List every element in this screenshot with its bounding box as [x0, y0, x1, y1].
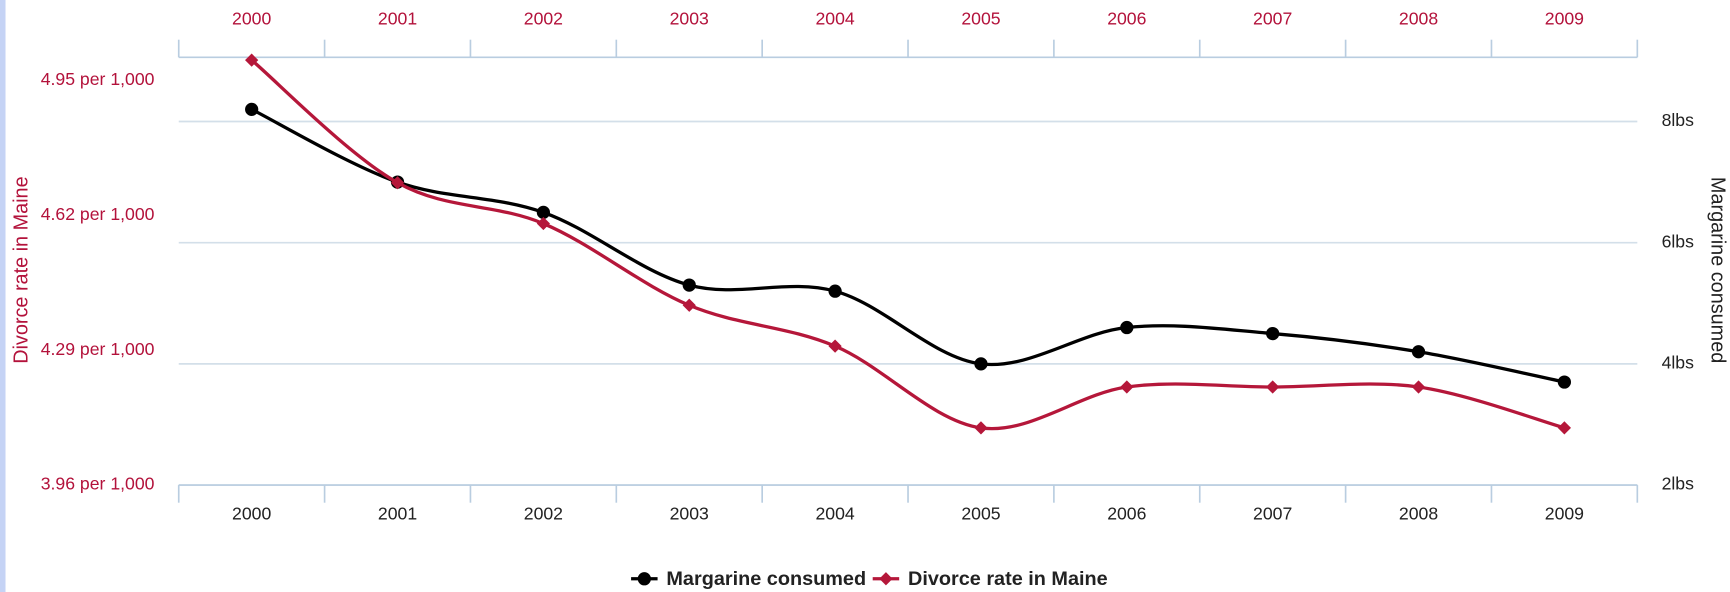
data-point — [974, 357, 988, 371]
y-axis-label: Divorce rate in Maine — [10, 176, 32, 363]
y2-axis-label: Margarine consumed — [1707, 177, 1729, 363]
series-line — [250, 107, 1565, 384]
x-tick-label: 2009 — [1545, 503, 1584, 523]
data-point — [682, 298, 696, 312]
data-point — [245, 102, 259, 116]
x-tick-label: 2008 — [1399, 503, 1438, 523]
data-point — [828, 339, 842, 353]
x-tick-label: 2002 — [524, 503, 563, 523]
y-tick-label: 3.96 per 1,000 — [41, 474, 155, 494]
data-point — [390, 176, 405, 190]
x2-tick-label: 2003 — [670, 9, 709, 29]
y-tick-label: 4.62 per 1,000 — [41, 204, 155, 224]
x-tick-label: 2007 — [1253, 503, 1292, 523]
x-tick-label: 2003 — [670, 503, 709, 523]
data-point — [1557, 375, 1572, 389]
data-point — [1266, 380, 1280, 394]
data-point — [682, 278, 696, 292]
x2-tick-label: 2007 — [1253, 9, 1292, 29]
legend: Margarine consumed Divorce rate in Maine — [631, 568, 1108, 590]
x2-tick-label: 2002 — [524, 9, 563, 29]
data-point — [974, 421, 988, 435]
data-point — [1557, 421, 1572, 435]
y2-tick-label: 8lbs — [1662, 110, 1695, 130]
side-strip — [0, 0, 6, 592]
x2-tick-label: 2006 — [1107, 9, 1146, 29]
x-tick-label: 2001 — [378, 503, 417, 523]
x-tick-label: 2005 — [961, 503, 1000, 523]
series-line — [250, 58, 1565, 431]
x2-tick-label: 2009 — [1545, 9, 1584, 29]
data-point — [1411, 345, 1426, 359]
y-tick-label: 4.95 per 1,000 — [41, 69, 155, 89]
data-point — [1411, 380, 1426, 394]
y2-tick-label: 4lbs — [1662, 353, 1695, 373]
x2-tick-label: 2004 — [815, 9, 854, 29]
legend-label: Divorce rate in Maine — [908, 568, 1108, 590]
data-point — [1120, 320, 1134, 335]
y2-tick-label: 2lbs — [1662, 474, 1695, 494]
data-point — [536, 216, 551, 231]
legend-marker — [879, 572, 893, 586]
x-tick-label: 2000 — [232, 503, 271, 523]
data-point — [828, 284, 842, 298]
y-tick-label: 4.29 per 1,000 — [41, 339, 155, 359]
x2-tick-label: 2008 — [1399, 9, 1438, 29]
x-tick-label: 2006 — [1107, 503, 1146, 523]
x2-tick-label: 2000 — [232, 9, 271, 29]
data-point — [245, 53, 259, 67]
x2-tick-label: 2005 — [961, 9, 1000, 29]
legend-label: Margarine consumed — [666, 568, 866, 590]
data-point — [1120, 380, 1134, 394]
x-tick-label: 2004 — [815, 503, 854, 523]
data-point — [536, 205, 551, 219]
legend-marker — [637, 572, 651, 586]
y2-tick-label: 6lbs — [1662, 231, 1695, 251]
x2-tick-label: 2001 — [378, 9, 417, 29]
data-point — [1266, 326, 1280, 341]
